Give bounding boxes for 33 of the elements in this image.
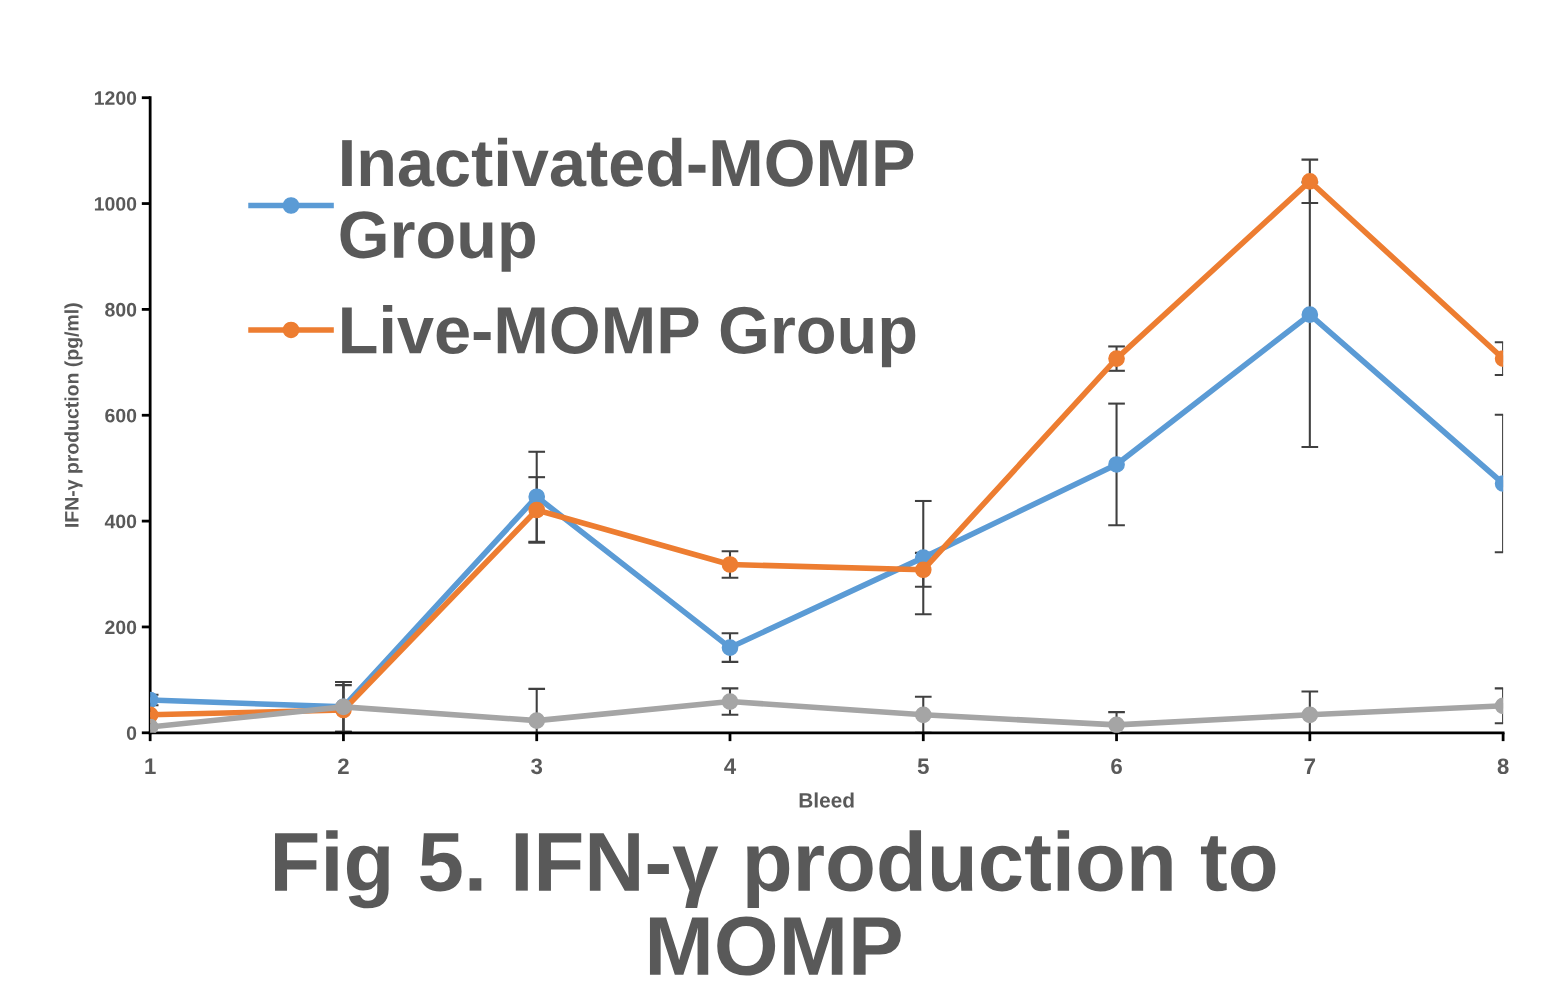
point bbox=[721, 639, 739, 656]
point bbox=[1301, 306, 1319, 324]
legend-label: Inactivated-MOMP Group bbox=[340, 137, 914, 272]
x-tick-label: 1 bbox=[145, 758, 156, 774]
point bbox=[528, 712, 546, 729]
x-tick-label: 7 bbox=[1304, 758, 1316, 774]
point bbox=[1301, 172, 1319, 190]
x-tick-label: 3 bbox=[531, 758, 543, 775]
point bbox=[1301, 706, 1319, 724]
y-tick-label: 0 bbox=[126, 726, 137, 741]
x-axis-title: Bleed bbox=[799, 792, 854, 808]
y-tick-label: 1200 bbox=[94, 91, 137, 105]
x-tick-label: 6 bbox=[1111, 758, 1122, 775]
point bbox=[528, 501, 546, 519]
y-tick-label: 800 bbox=[105, 302, 137, 317]
point bbox=[1108, 716, 1125, 733]
y-tick-label: 200 bbox=[105, 620, 137, 635]
y-tick-label: 1000 bbox=[94, 197, 137, 211]
y-axis-title: IFN-γ production (pg/ml) bbox=[64, 303, 83, 527]
point bbox=[721, 693, 739, 710]
x-tick-label: 5 bbox=[917, 758, 929, 775]
y-tick-label: 400 bbox=[104, 514, 137, 529]
legend-label: Live-MOMP Group bbox=[342, 304, 916, 368]
point bbox=[721, 556, 739, 573]
x-tick-label: 4 bbox=[724, 758, 737, 774]
y-tick-label: 600 bbox=[105, 408, 137, 423]
x-tick-label: 2 bbox=[338, 758, 349, 774]
point bbox=[1108, 350, 1125, 367]
point bbox=[914, 706, 932, 724]
point bbox=[914, 561, 932, 579]
point bbox=[1108, 456, 1125, 473]
text: Fig 5. IFN-γ production to MOMP bbox=[275, 830, 1276, 976]
x-tick-label: 8 bbox=[1497, 758, 1509, 775]
